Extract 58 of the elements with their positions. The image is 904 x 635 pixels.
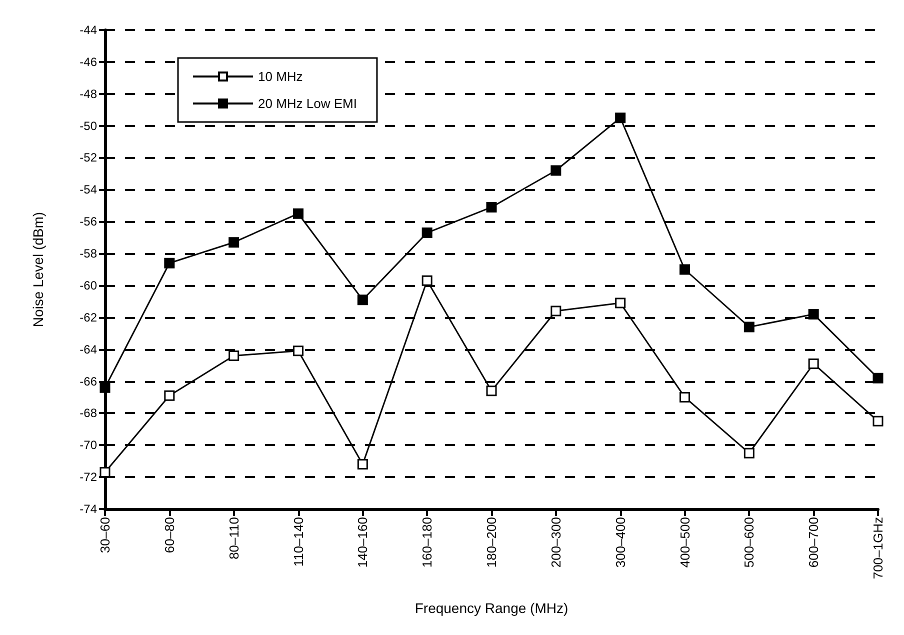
y-tick-label: -54 (80, 182, 98, 197)
x-tick-label: 80–110 (226, 517, 242, 560)
point (680, 392, 690, 402)
y-tick-label: -64 (80, 342, 98, 356)
y-tick-label: -44 (80, 23, 98, 37)
y-tick-label: -48 (80, 86, 98, 101)
point (550, 306, 562, 316)
point (615, 298, 626, 308)
point (422, 275, 432, 286)
point (228, 350, 240, 361)
point (228, 237, 240, 248)
y-tick-label: -62 (80, 310, 98, 324)
point (164, 258, 175, 268)
x-tick-label: 600–700 (806, 517, 822, 568)
x-tick-label: 500–600 (742, 517, 757, 568)
point (164, 390, 175, 401)
point (872, 372, 884, 384)
x-axis-title: Frequency Range (MHz) (414, 600, 568, 616)
point (744, 448, 754, 458)
point (486, 202, 497, 212)
x-tick-label: 160–180 (420, 517, 435, 568)
point (872, 416, 884, 426)
point (357, 459, 368, 470)
point (808, 358, 819, 369)
point (808, 308, 819, 320)
x-tick-label: 200–300 (548, 517, 564, 568)
point (744, 322, 754, 332)
x-tick-label: 700–1GHz (870, 517, 886, 580)
y-tick-label: -52 (80, 150, 98, 165)
y-tick-label: -50 (80, 118, 98, 133)
y-tick-label: -72 (80, 470, 98, 484)
point (422, 228, 432, 238)
point (293, 346, 304, 356)
legend-label: 20 MHz Low EMI (258, 96, 357, 111)
point (100, 382, 110, 393)
x-tick-label: 60–80 (162, 517, 177, 554)
x-tick-label: 300–400 (612, 517, 628, 568)
y-tick-label: -56 (80, 214, 98, 229)
x-tick-label: 180–200 (484, 517, 499, 568)
x-tick-label: 400–500 (677, 517, 692, 568)
y-tick-label: -68 (80, 406, 98, 420)
x-tick-label: 140–160 (355, 517, 370, 568)
y-tick-label: -46 (80, 54, 98, 69)
x-tick-label: 110–140 (290, 517, 306, 567)
y-tick-label: -70 (80, 438, 98, 452)
y-axis-title: Noise Level (dBm) (30, 212, 46, 328)
x-tick-label: 30–60 (98, 517, 112, 554)
y-tick-label: -66 (80, 374, 98, 388)
point (680, 264, 690, 275)
legend-label: 10 MHz (258, 69, 303, 84)
point (293, 208, 304, 219)
point (486, 386, 497, 396)
y-tick-label: -60 (80, 278, 98, 292)
point (550, 165, 562, 176)
point (357, 294, 368, 306)
point (615, 112, 626, 124)
y-tick-label: -74 (80, 502, 98, 516)
y-tick-label: -58 (80, 246, 98, 261)
